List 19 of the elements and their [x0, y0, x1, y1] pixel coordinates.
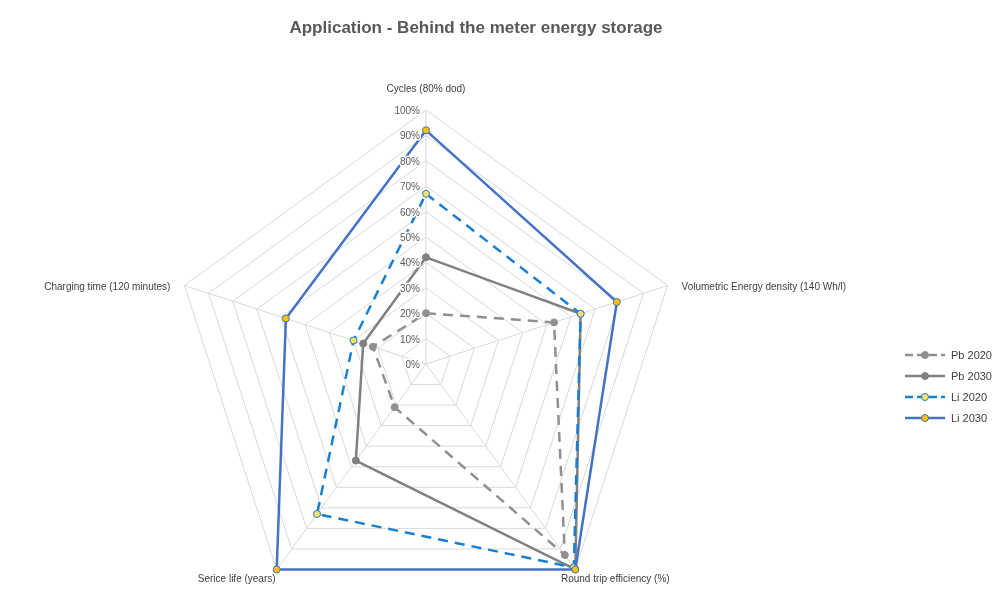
y-tick-label: 20% — [399, 308, 421, 320]
legend-label: Li 2020 — [951, 391, 988, 403]
chart-title: Application - Behind the meter energy storage — [289, 18, 663, 37]
spoke-label: Cycles (80% dod) — [386, 83, 466, 94]
y-tick-label: 50% — [399, 232, 421, 243]
y-tick-label: 60% — [399, 206, 421, 218]
spoke-label: Charging time (120 minutes) — [44, 280, 171, 292]
spoke-label: Serice life (years) — [197, 573, 276, 585]
y-tick-label: 10% — [399, 333, 421, 345]
y-tick-label: 100% — [394, 105, 421, 116]
legend-label: Pb 2030 — [951, 370, 992, 382]
y-tick-label: 90% — [399, 130, 421, 142]
y-tick-label: 70% — [399, 181, 421, 193]
spoke-label: Round trip efficiency (%) — [560, 573, 670, 585]
spoke-label: Volumetric Energy density (140 Wh/l) — [681, 280, 847, 292]
y-tick-label: 0% — [405, 359, 421, 370]
y-tick-label: 40% — [399, 257, 421, 269]
legend-label: Li 2030 — [951, 412, 988, 424]
legend-label: Pb 2020 — [951, 349, 992, 361]
